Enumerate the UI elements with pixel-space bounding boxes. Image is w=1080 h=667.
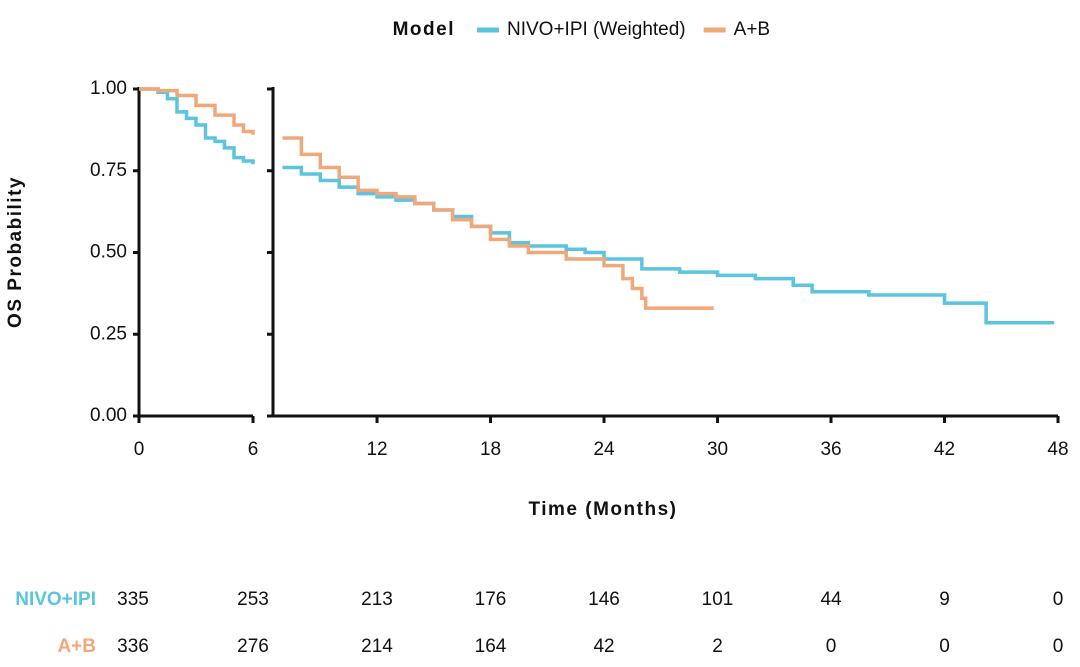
x-tick-label: 42 — [934, 439, 955, 460]
x-tick-label: 18 — [480, 439, 501, 460]
x-tick-label: 12 — [366, 439, 387, 460]
risk-count: 0 — [939, 636, 950, 657]
x-axis-label: Time (Months) — [529, 499, 678, 520]
x-tick-label: 6 — [248, 439, 259, 460]
x-tick-label: 0 — [134, 439, 145, 460]
legend-label: NIVO+IPI (Weighted) — [507, 19, 686, 40]
survival-curve — [139, 87, 255, 135]
risk-count: 335 — [117, 589, 149, 610]
x-tick-label: 30 — [707, 439, 728, 460]
risk-row-label: A+B — [57, 636, 96, 657]
risk-count: 213 — [361, 589, 393, 610]
risk-count: 276 — [237, 636, 269, 657]
y-axis-label: OS Probability — [5, 176, 26, 328]
y-tick-label: 1.00 — [90, 78, 127, 99]
y-tick-label: 0.25 — [90, 323, 127, 344]
survival-curve — [282, 136, 714, 310]
x-tick-label: 36 — [820, 439, 841, 460]
risk-count: 0 — [1053, 589, 1064, 610]
risk-count: 176 — [475, 589, 507, 610]
risk-count: 146 — [588, 589, 620, 610]
risk-count: 9 — [939, 589, 950, 610]
y-tick-label: 0.50 — [90, 242, 127, 263]
risk-count: 253 — [237, 589, 269, 610]
y-tick-label: 0.75 — [90, 160, 127, 181]
risk-count: 101 — [702, 589, 734, 610]
risk-count: 0 — [826, 636, 837, 657]
survival-curve — [139, 87, 255, 165]
x-tick-label: 24 — [593, 439, 615, 460]
risk-count: 44 — [820, 589, 842, 610]
risk-count: 164 — [475, 636, 507, 657]
y-tick-label: 0.00 — [90, 405, 127, 426]
risk-count: 42 — [593, 636, 614, 657]
risk-count: 0 — [1053, 636, 1064, 657]
legend-label: A+B — [734, 19, 770, 40]
legend-title: Model — [393, 19, 455, 40]
x-tick-label: 48 — [1047, 439, 1068, 460]
risk-count: 214 — [361, 636, 393, 657]
risk-row-label: NIVO+IPI — [15, 589, 96, 610]
survival-curve — [282, 165, 1055, 325]
risk-count: 2 — [712, 636, 723, 657]
risk-count: 336 — [117, 636, 149, 657]
